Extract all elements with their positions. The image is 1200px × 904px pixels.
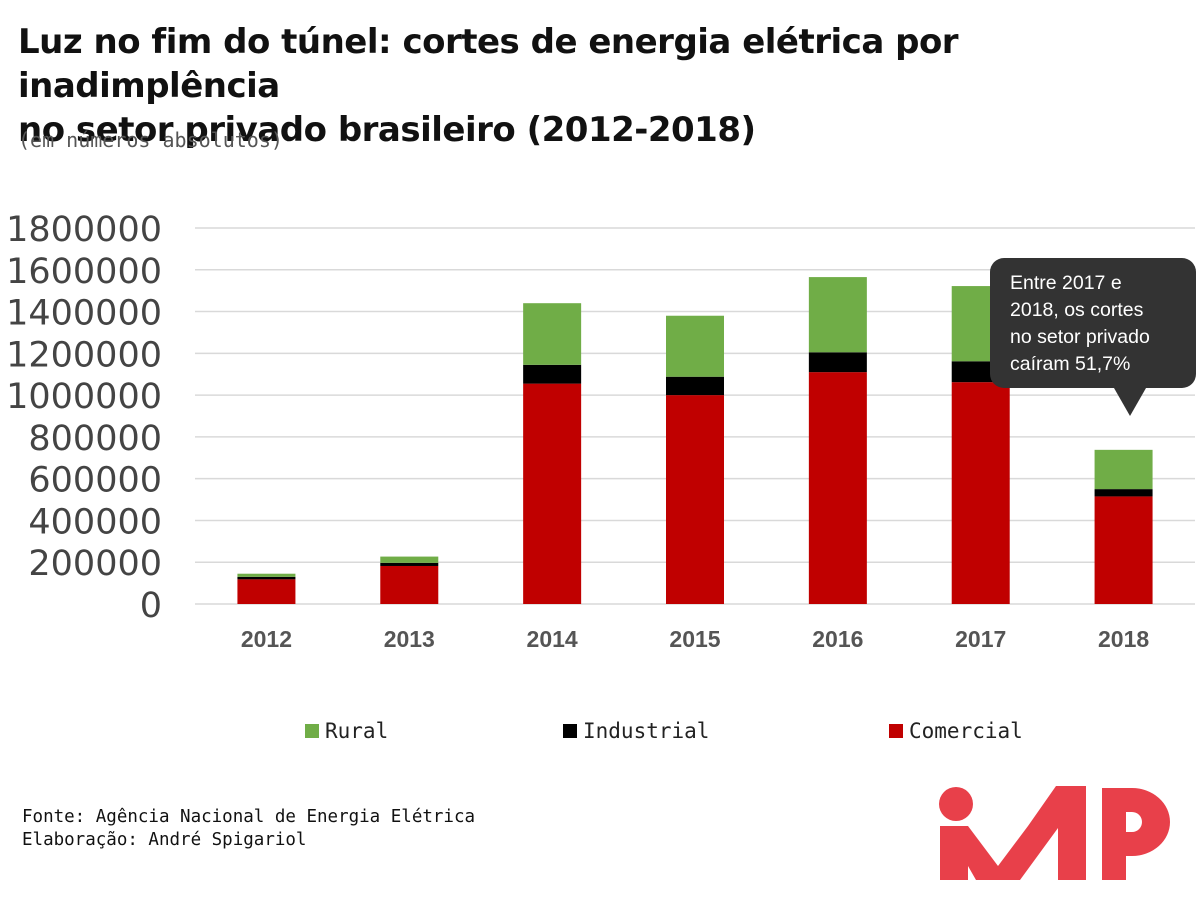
chart-subtitle: (em números absolutos) bbox=[18, 128, 283, 152]
source-notes: Fonte: Agência Nacional de Energia Elétr… bbox=[22, 806, 475, 852]
legend-swatch-rural bbox=[305, 724, 319, 738]
bar-industrial-2013 bbox=[380, 562, 439, 566]
x-tick-label: 2014 bbox=[527, 626, 578, 652]
chart-title-line-2: no setor privado brasileiro (2012-2018) bbox=[18, 110, 756, 150]
legend-item-industrial: Industrial bbox=[563, 718, 709, 744]
x-tick-label: 2018 bbox=[1098, 626, 1149, 652]
bar-comercial-2017 bbox=[951, 382, 1010, 604]
x-tick-label: 2017 bbox=[955, 626, 1006, 652]
bar-comercial-2016 bbox=[808, 372, 867, 604]
y-axis: 0200000400000600000800000100000012000001… bbox=[6, 210, 162, 626]
y-tick-label: 800000 bbox=[28, 419, 162, 459]
bar-rural-2018 bbox=[1094, 449, 1153, 490]
x-tick-label: 2012 bbox=[241, 626, 292, 652]
bar-industrial-2014 bbox=[523, 364, 582, 384]
bar-rural-2012 bbox=[237, 573, 296, 577]
x-tick-label: 2013 bbox=[384, 626, 435, 652]
bar-industrial-2016 bbox=[808, 352, 867, 373]
bar-rural-2016 bbox=[808, 277, 867, 353]
legend-label-industrial: Industrial bbox=[583, 719, 710, 743]
x-axis: 2012 2013 2014 2015 2016 2017 2018 bbox=[241, 626, 1150, 652]
bar-comercial-2014 bbox=[523, 383, 582, 604]
y-tick-label: 1800000 bbox=[6, 210, 162, 250]
legend-item-rural: Rural bbox=[305, 718, 388, 744]
bar-rural-2014 bbox=[523, 303, 582, 365]
chart-title: Luz no fim do túnel: cortes de energia e… bbox=[18, 20, 1188, 152]
bar-industrial-2012 bbox=[237, 576, 296, 580]
y-tick-label: 1000000 bbox=[6, 377, 162, 417]
legend-label-rural: Rural bbox=[325, 719, 389, 743]
y-tick-label: 1600000 bbox=[6, 252, 162, 292]
bar-comercial-2018 bbox=[1094, 496, 1153, 604]
bar-comercial-2013 bbox=[380, 565, 439, 604]
legend-item-comercial: Comercial bbox=[889, 718, 1023, 744]
bar-comercial-2015 bbox=[666, 395, 724, 604]
source-text: Fonte: Agência Nacional de Energia Elétr… bbox=[22, 807, 476, 827]
bars bbox=[237, 277, 1153, 604]
callout-line-3: no setor privado bbox=[1010, 326, 1150, 348]
bar-industrial-2018 bbox=[1094, 489, 1153, 497]
y-tick-label: 600000 bbox=[28, 461, 162, 501]
credit-text: Elaboração: André Spigariol bbox=[22, 830, 307, 850]
callout-box: Entre 2017 e 2018, os cortes no setor pr… bbox=[990, 258, 1196, 416]
callout-line-4: caíram 51,7% bbox=[1010, 353, 1131, 375]
chart-title-line-1: Luz no fim do túnel: cortes de energia e… bbox=[18, 22, 959, 106]
stacked-bar-chart: 0200000400000600000800000100000012000001… bbox=[6, 210, 1195, 652]
legend-swatch-comercial bbox=[889, 724, 903, 738]
bar-rural-2015 bbox=[666, 315, 724, 377]
y-tick-label: 0 bbox=[140, 586, 162, 626]
bar-rural-2013 bbox=[380, 556, 439, 563]
y-tick-label: 200000 bbox=[28, 544, 162, 584]
bar-comercial-2012 bbox=[237, 579, 296, 604]
bar-industrial-2015 bbox=[666, 376, 724, 396]
callout-line-2: 2018, os cortes bbox=[1010, 299, 1144, 321]
callout-line-1: Entre 2017 e bbox=[1010, 272, 1122, 294]
legend-label-comercial: Comercial bbox=[909, 719, 1023, 743]
y-tick-label: 1200000 bbox=[6, 335, 162, 375]
y-tick-label: 400000 bbox=[28, 502, 162, 542]
x-tick-label: 2015 bbox=[669, 626, 720, 652]
mp-logo bbox=[939, 786, 1170, 880]
legend-swatch-industrial bbox=[563, 724, 577, 738]
x-tick-label: 2016 bbox=[812, 626, 863, 652]
y-tick-label: 1400000 bbox=[6, 294, 162, 334]
